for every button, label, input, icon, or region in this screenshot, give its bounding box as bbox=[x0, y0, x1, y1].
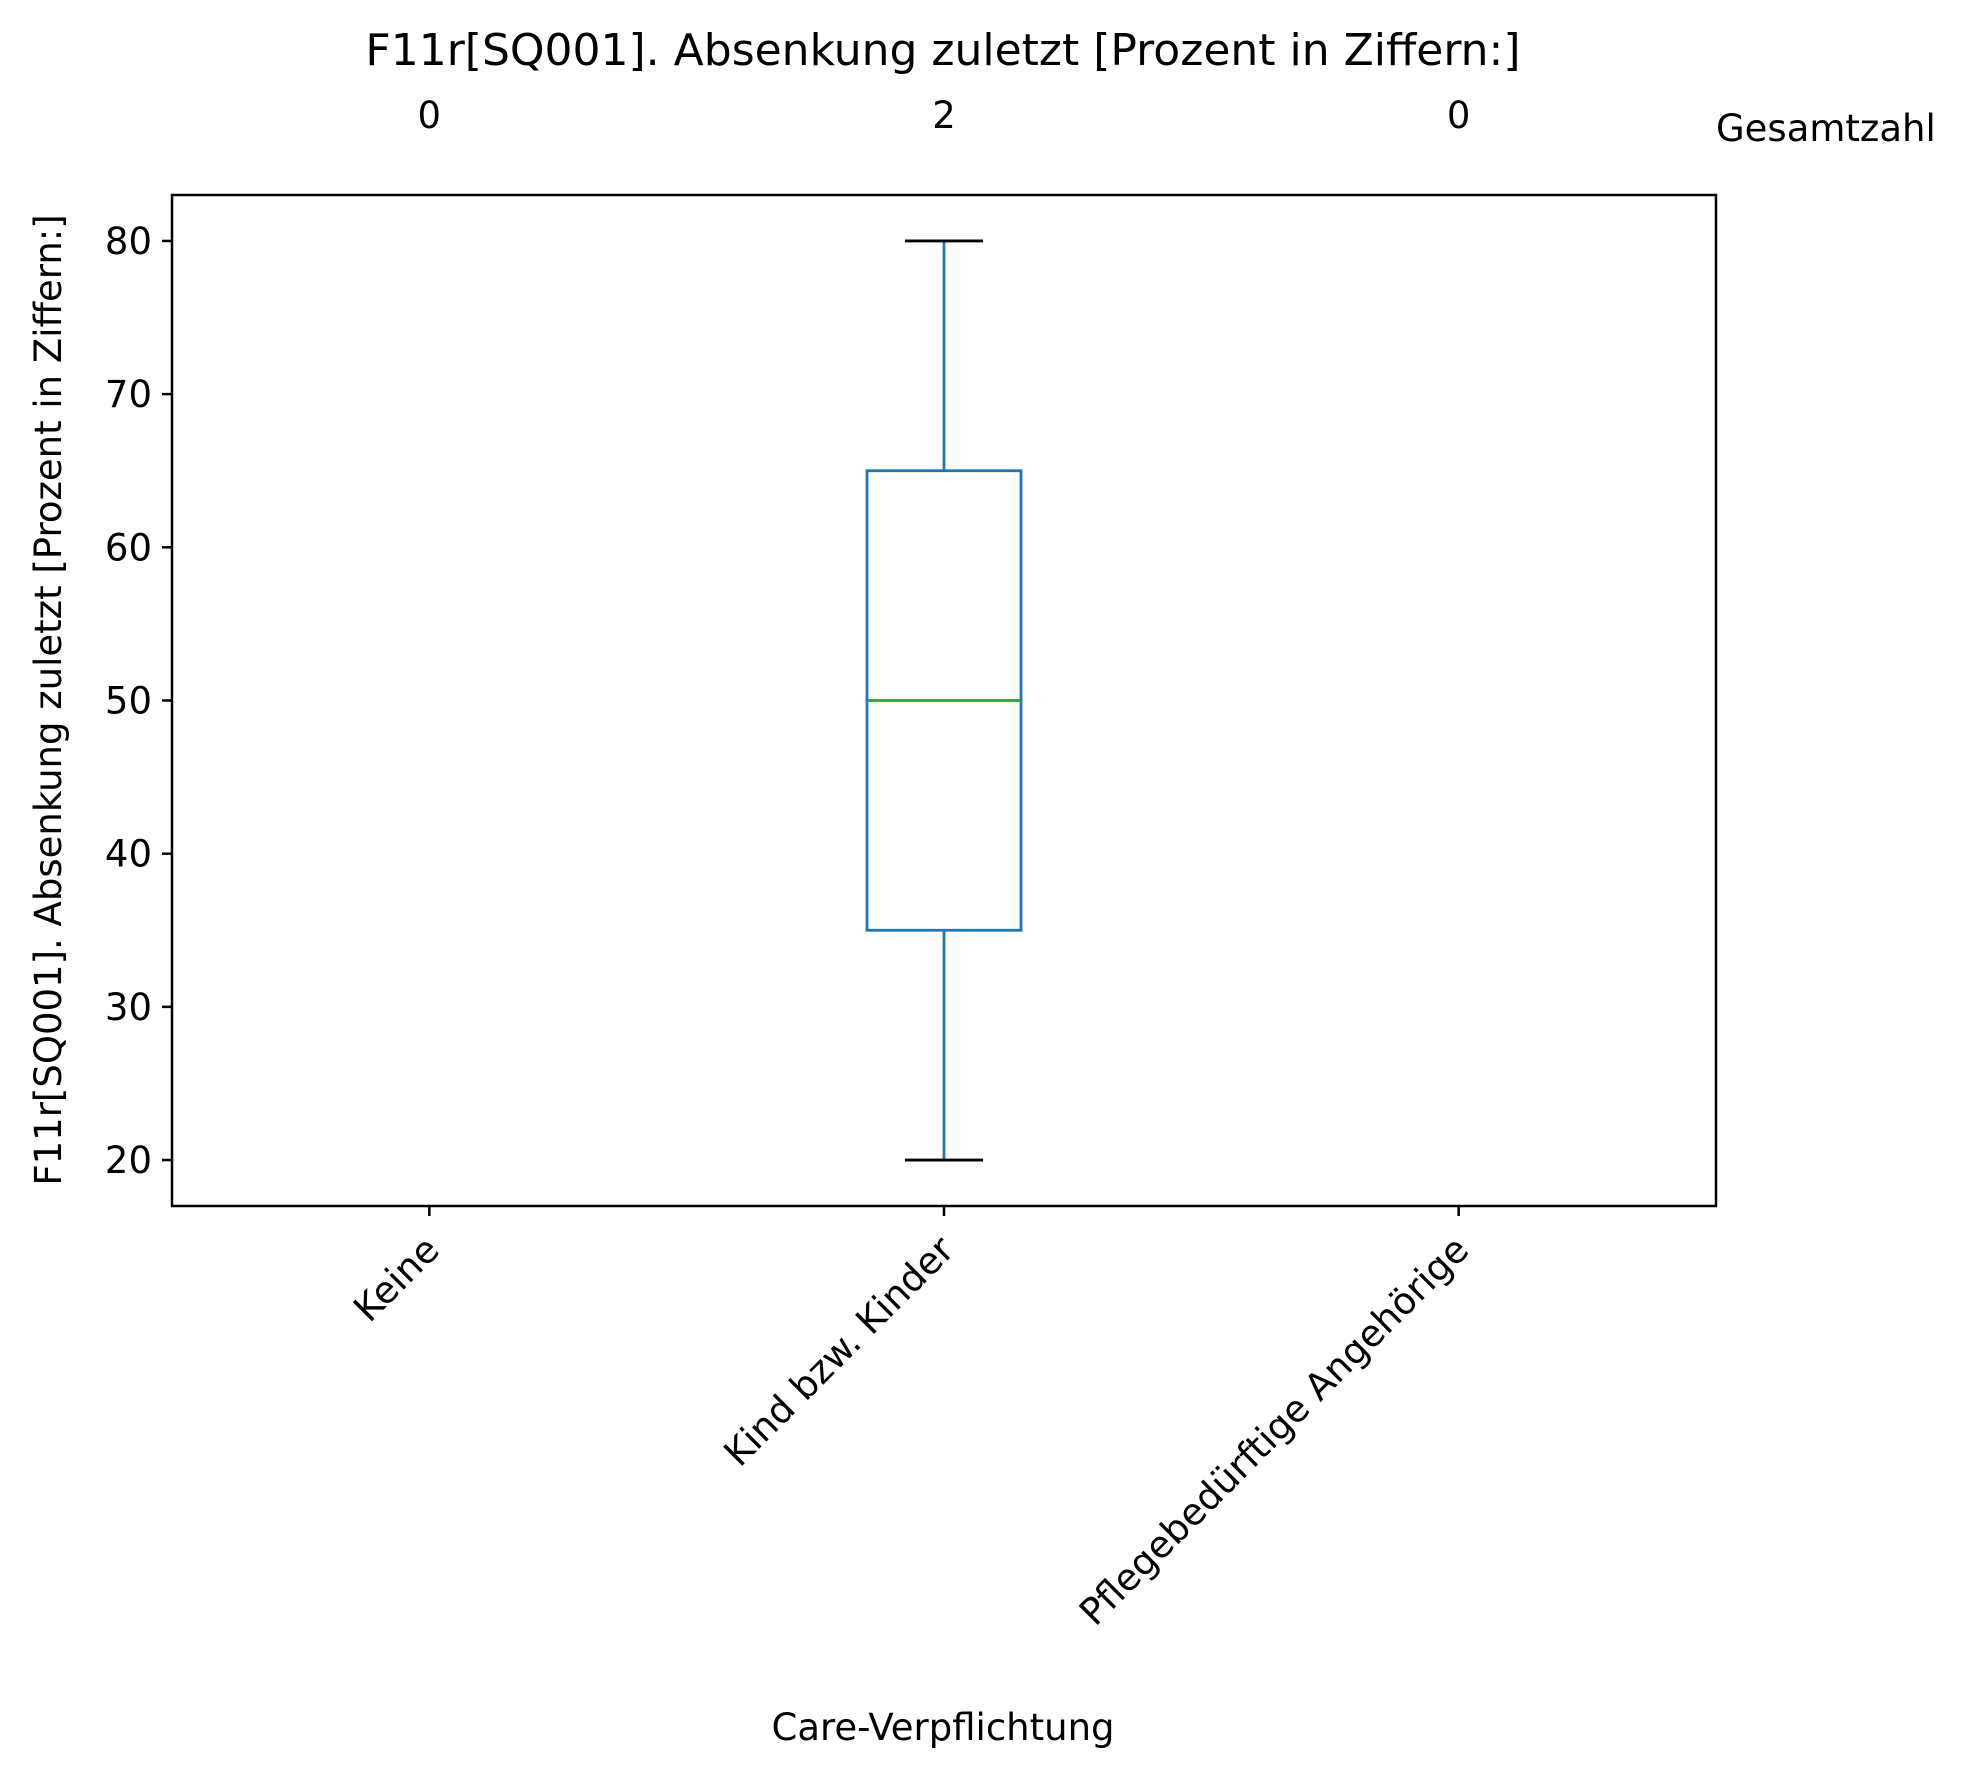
count-label: 2 bbox=[932, 94, 956, 137]
x-axis-label: Care-Verpflichtung bbox=[771, 1706, 1114, 1749]
x-tick-label: Kind bzw. Kinder bbox=[716, 1227, 963, 1474]
x-tick-label: Pflegebedürftige Angehörige bbox=[1071, 1228, 1477, 1634]
chart-marks: 20 30 40 50 60 70 80 Keine 0 Kind bzw. Kinder 2 Pfl… bbox=[105, 94, 1718, 1634]
y-tick-label: 80 bbox=[105, 220, 152, 263]
counts-label: Gesamtzahl bbox=[1716, 107, 1936, 150]
x-tick-label: Keine bbox=[345, 1228, 447, 1330]
chart-title: F11r[SQ001]. Absenkung zuletzt [Prozent … bbox=[365, 25, 1520, 76]
count-label: 0 bbox=[1447, 94, 1471, 137]
y-tick-label: 50 bbox=[105, 680, 152, 723]
y-tick-label: 70 bbox=[105, 373, 152, 416]
y-tick-label: 20 bbox=[105, 1139, 152, 1182]
y-tick-label: 60 bbox=[105, 526, 152, 569]
y-tick-label: 30 bbox=[105, 986, 152, 1029]
y-tick-label: 40 bbox=[105, 833, 152, 876]
count-label: 0 bbox=[418, 94, 442, 137]
y-axis-label: F11r[SQ001]. Absenkung zuletzt [Prozent … bbox=[27, 214, 70, 1185]
